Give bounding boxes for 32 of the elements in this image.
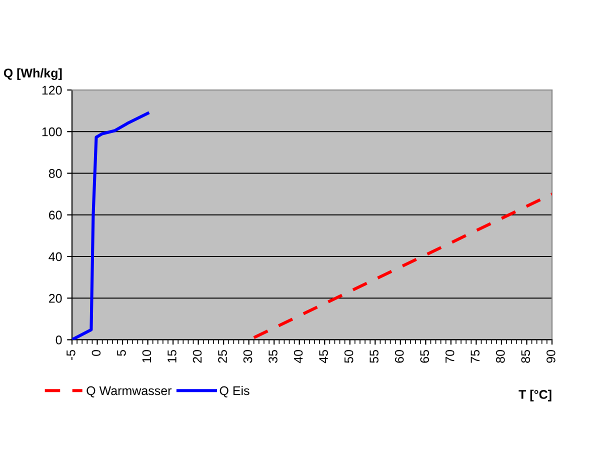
x-tick-label: 60 — [394, 350, 404, 363]
y-tick-label: 0 — [56, 336, 62, 344]
x-tick-label: 65 — [420, 350, 430, 363]
y-tick-label: 80 — [48, 169, 62, 178]
x-tick-label: 25 — [218, 350, 227, 363]
x-tick-label: 50 — [344, 350, 354, 363]
x-axis-title: T [°C] — [518, 390, 552, 402]
y-tick-label: 20 — [49, 294, 62, 303]
x-tick-label: 0 — [92, 350, 101, 356]
x-tick-label: -5 — [66, 350, 76, 360]
y-tick-label: 40 — [48, 252, 62, 262]
legend-label: Q Warmwasser — [86, 386, 172, 398]
x-tick-label: 15 — [168, 350, 176, 362]
x-tick-label: 20 — [192, 350, 202, 363]
y-axis-title: Q [Wh/kg] — [4, 68, 62, 80]
x-tick-label: 75 — [470, 350, 480, 363]
y-tick-label: 120 — [42, 86, 62, 95]
x-tick-label: 70 — [445, 350, 454, 363]
x-tick-label: 45 — [319, 350, 328, 364]
x-tick-label: 90 — [546, 350, 556, 363]
x-tick-label: 5 — [117, 350, 126, 356]
x-tick-label: 85 — [521, 350, 530, 363]
y-tick-label: 100 — [42, 127, 62, 136]
line-series — [72, 112, 150, 340]
x-tick-label: 35 — [268, 350, 278, 363]
x-tick-label: 40 — [294, 350, 303, 364]
x-tick-label: 30 — [243, 350, 252, 363]
x-tick-label: 55 — [370, 350, 379, 363]
x-tick-label: 10 — [142, 350, 152, 362]
x-tick-label: 80 — [496, 350, 505, 363]
legend-label: Q Eis — [220, 386, 250, 398]
y-tick-label: 60 — [49, 210, 62, 220]
